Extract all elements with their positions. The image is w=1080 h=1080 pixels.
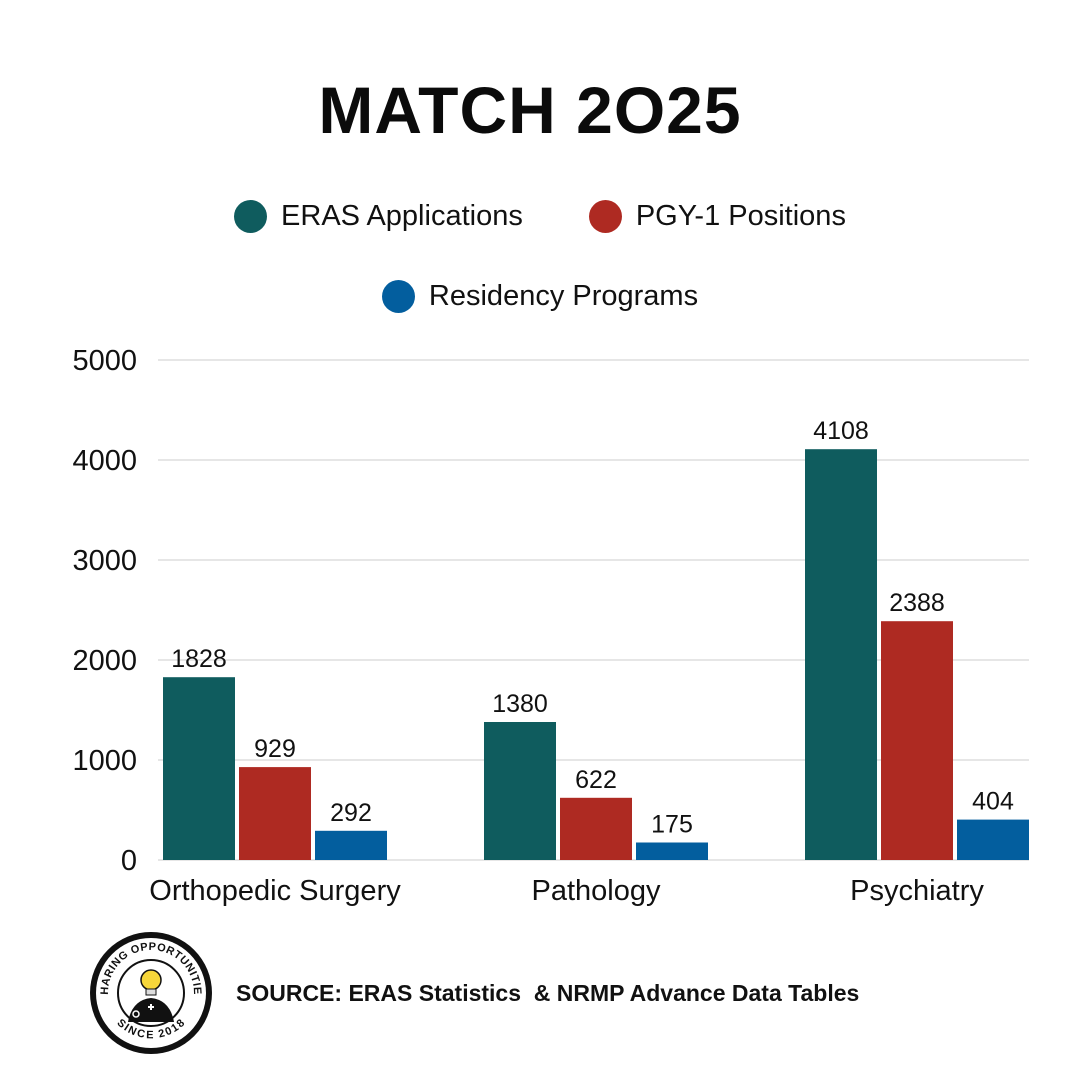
- lightbulb-icon: [140, 969, 162, 996]
- bar: [957, 819, 1029, 860]
- bar-value-label: 175: [651, 811, 693, 839]
- x-category-label: Psychiatry: [850, 875, 984, 907]
- source-note: SOURCE: ERAS Statistics & NRMP Advance D…: [236, 979, 860, 1006]
- legend-row-2: Residency Programs: [0, 280, 1080, 313]
- bar-value-label: 622: [575, 766, 617, 794]
- bar: [881, 621, 953, 860]
- legend-label-programs: Residency Programs: [428, 280, 699, 312]
- y-tick-label: 1000: [72, 745, 137, 777]
- bar-value-label: 292: [330, 799, 372, 827]
- legend-swatch-pgy: [588, 200, 622, 233]
- bar-value-label: 1380: [492, 690, 548, 718]
- bar: [636, 842, 708, 860]
- bar: [315, 830, 387, 860]
- bar-value-label: 929: [254, 735, 296, 763]
- bar-value-label: 2388: [889, 589, 945, 617]
- y-tick-label: 2000: [72, 645, 137, 677]
- bar: [805, 449, 877, 860]
- legend-swatch-eras: [234, 200, 268, 233]
- legend-swatch-programs: [381, 280, 415, 313]
- bar-value-label: 4108: [813, 417, 869, 445]
- y-tick-label: 5000: [72, 345, 137, 377]
- y-tick-label: 0: [121, 845, 137, 877]
- bar: [163, 677, 235, 860]
- chart-title: MATCH 2O25: [318, 73, 742, 147]
- y-tick-label: 4000: [72, 445, 137, 477]
- legend-label-pgy: PGY-1 Positions: [635, 200, 846, 232]
- x-category-label: Pathology: [532, 875, 661, 907]
- legend-item-pgy: PGY-1 Positions: [588, 200, 846, 233]
- bar: [560, 797, 632, 860]
- bar: [484, 722, 556, 860]
- legend-label-eras: ERAS Applications: [281, 200, 523, 232]
- y-tick-label: 3000: [72, 545, 137, 577]
- bar-value-label: 1828: [171, 645, 227, 673]
- x-category-label: Orthopedic Surgery: [149, 875, 401, 907]
- bar-value-label: 404: [972, 788, 1014, 816]
- legend-item-eras: ERAS Applications: [234, 200, 523, 233]
- legend-row-1: ERAS Applications PGY-1 Positions: [0, 200, 1080, 233]
- bar: [239, 767, 311, 860]
- legend-item-programs: Residency Programs: [381, 280, 699, 313]
- doctor-icon: [128, 998, 174, 1022]
